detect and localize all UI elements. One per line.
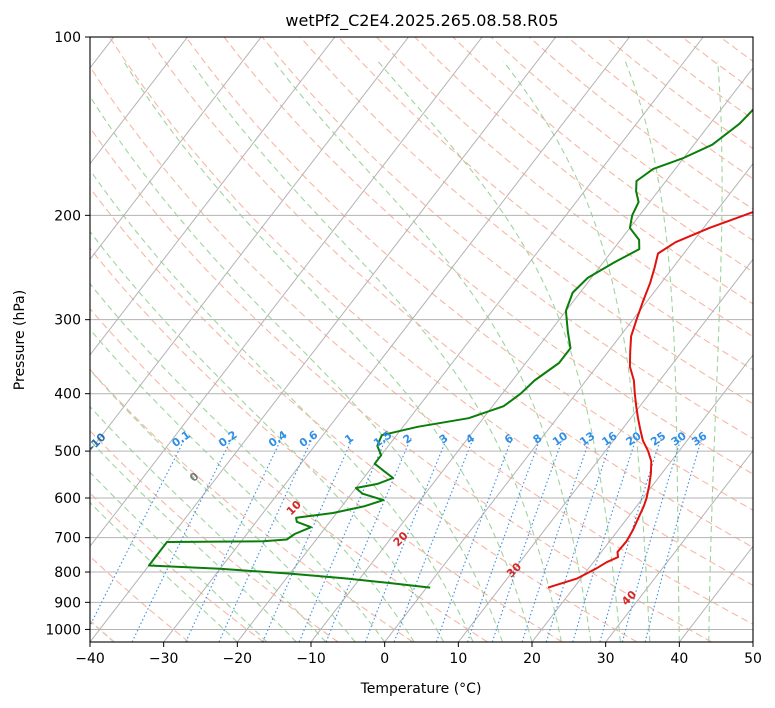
moist-adiabat-line [90, 95, 504, 642]
mixing-ratio-lines [90, 437, 703, 642]
moist-adiabat-line [90, 282, 415, 642]
dry-adiabat-line [109, 37, 753, 586]
moist-adiabat-line [90, 369, 356, 642]
plot-frame [89, 36, 754, 643]
mixing-ratio-line [364, 437, 448, 642]
isotherm-line [90, 37, 409, 452]
moist-adiabat-line [377, 61, 621, 642]
y-tick-label: 400 [54, 387, 81, 403]
mixing-ratio-line [185, 437, 283, 642]
dry-adiabat-line [90, 307, 488, 642]
y-tick-label: 200 [54, 208, 81, 224]
isotherm-line [90, 37, 483, 548]
moist-adiabat-line [90, 405, 327, 642]
y-tick-label: 500 [54, 444, 81, 460]
temperature-profile-line [547, 211, 753, 589]
x-tick-label: −10 [296, 651, 326, 667]
x-tick-label: 10 [449, 651, 467, 667]
isotherm-line [457, 258, 753, 642]
moist-adiabat-line [123, 61, 533, 642]
isotherm-line [90, 37, 188, 165]
dry-adiabat-line [90, 430, 339, 642]
mixing-ratio-line [218, 437, 313, 642]
y-axis: 100 200 300 400 500 600 700 800 900 1000 [45, 30, 90, 638]
x-tick-label: 0 [380, 651, 389, 667]
profile-lines [147, 108, 753, 589]
y-tick-label: 600 [54, 491, 81, 507]
dry-adiabat-line [90, 187, 638, 642]
moist-adiabat-line [90, 230, 445, 642]
x-tick-label: −30 [149, 651, 179, 667]
dry-adiabat-line [261, 37, 753, 440]
y-tick-label: 100 [54, 30, 81, 46]
x-axis-label: Temperature (°C) [360, 681, 482, 697]
moist-adiabat-line [273, 61, 592, 642]
x-axis: −40 −30 −20 −10 0 10 20 30 40 50 [75, 642, 762, 667]
y-tick-label: 700 [54, 531, 81, 547]
moist-adiabat-line [90, 439, 297, 642]
x-tick-label: 50 [744, 651, 762, 667]
dry-adiabat-line [90, 65, 753, 625]
mixing-ratio-line [621, 437, 682, 642]
mixing-ratio-line [572, 437, 637, 642]
y-axis-label: Pressure (hPa) [12, 290, 28, 390]
mixing-ratio-line [90, 437, 186, 627]
x-tick-label: 40 [670, 651, 688, 667]
moist-adiabat-line [90, 169, 474, 642]
y-tick-label: 800 [54, 565, 81, 581]
x-tick-label: −20 [223, 651, 253, 667]
isotherm-line [90, 37, 336, 356]
isotherm-line [605, 449, 753, 642]
mixing-ratio-line [298, 437, 387, 642]
moist-adiabat-line [624, 61, 680, 642]
y-tick-label: 300 [54, 313, 81, 329]
chart-title: wetPf2_C2E4.2025.265.08.58.R05 [285, 11, 558, 31]
plot-area: 0.10.20.40.611.52346810131620253036-100-… [90, 37, 753, 642]
dry-adiabat-line [376, 37, 753, 338]
dry-adiabat-line [90, 492, 264, 642]
moist-adiabat-line [90, 501, 238, 642]
isotherm-line [384, 162, 753, 642]
dry-adiabat-line [337, 37, 753, 371]
y-tick-label: 1000 [45, 622, 81, 638]
moist-adiabat-line [190, 61, 563, 642]
mixing-ratio-line [325, 437, 412, 642]
mixing-ratio-line [545, 437, 613, 642]
moist-adiabat-line [708, 61, 723, 642]
dry-adiabat-line [299, 37, 753, 405]
moist-adiabats [90, 61, 723, 642]
x-tick-label: 20 [523, 651, 541, 667]
y-tick-label: 900 [54, 595, 81, 611]
mixing-ratio-line [644, 437, 703, 642]
mixing-ratio-line [521, 437, 591, 642]
moist-adiabat-line [503, 61, 651, 642]
isotherm-line [236, 37, 704, 642]
x-tick-label: −40 [75, 651, 105, 667]
x-tick-label: 30 [597, 651, 615, 667]
dewpoint-profile-line [147, 108, 753, 589]
isotherm-line [310, 67, 753, 642]
dry-adiabat-line [414, 37, 753, 305]
dry-adiabat-line [223, 37, 753, 475]
isotherm-line [531, 354, 753, 642]
moist-adiabat-line [90, 471, 268, 642]
dry-adiabat-line [90, 247, 563, 642]
isotherm-line [90, 37, 262, 261]
dry-adiabat-line [185, 37, 753, 511]
mixing-ratio-line [393, 437, 475, 642]
pressure-grid [90, 37, 753, 630]
